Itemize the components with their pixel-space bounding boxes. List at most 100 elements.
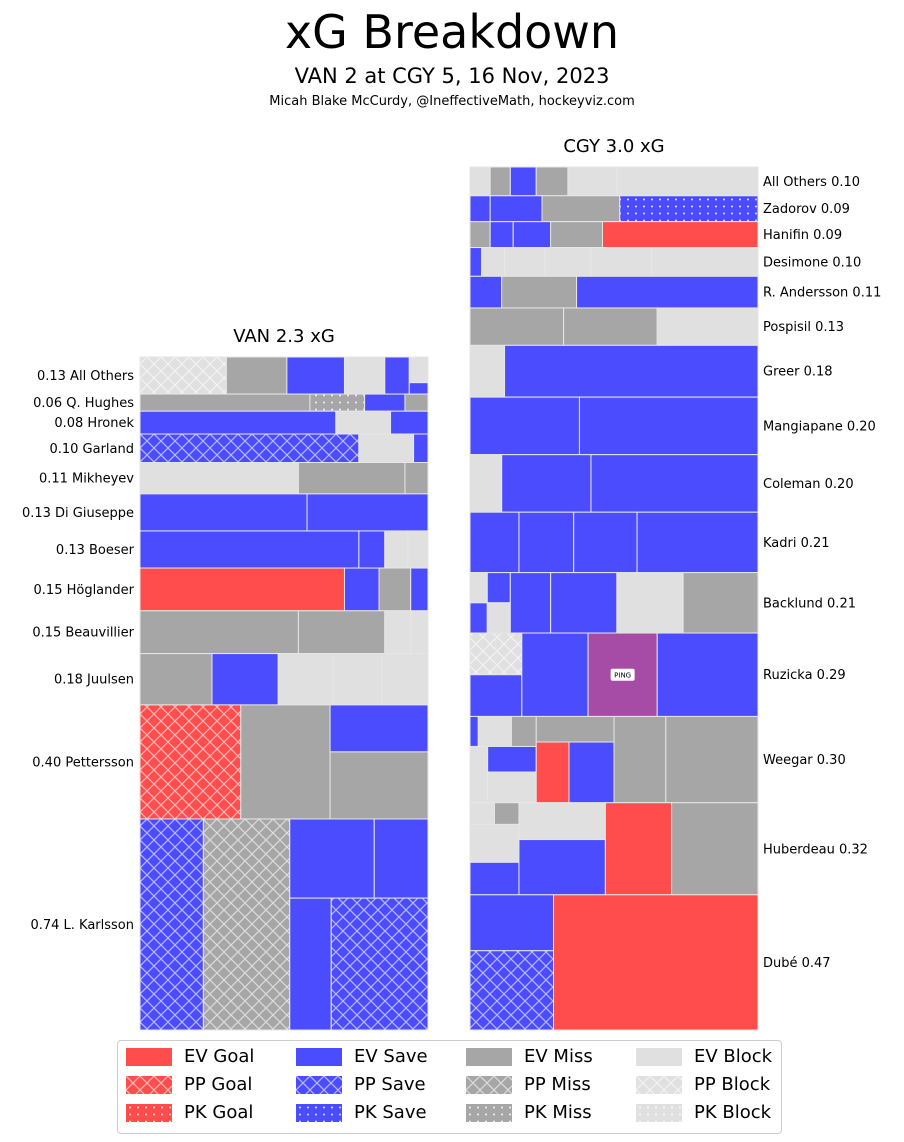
shot-block-ev-miss bbox=[671, 802, 759, 896]
shot-block-ev-block bbox=[343, 356, 386, 395]
shot-block-ev-miss bbox=[501, 275, 578, 309]
shot-block-ev-save bbox=[139, 530, 360, 569]
shot-block-ev-save bbox=[573, 511, 638, 574]
shot-block-ev-save bbox=[636, 511, 759, 574]
legend-label: EV Miss bbox=[524, 1046, 593, 1067]
legend-swatch bbox=[126, 1104, 172, 1122]
shot-block-ev-block bbox=[358, 433, 415, 464]
shot-block-ev-block bbox=[408, 356, 429, 384]
player-row bbox=[469, 454, 759, 513]
shot-block-ev-save bbox=[550, 572, 618, 634]
shot-block-ev-save bbox=[289, 897, 332, 1031]
shot-block-ev-block bbox=[410, 610, 429, 655]
shot-block-ev-save bbox=[576, 275, 759, 309]
shot-block-ev-save bbox=[486, 572, 511, 604]
shot-block-ev-save bbox=[469, 715, 479, 747]
player-row bbox=[139, 610, 429, 655]
shot-block-ev-block bbox=[616, 166, 759, 197]
shot-block-ev-goal bbox=[553, 894, 759, 1031]
shot-block-ev-miss bbox=[563, 307, 658, 346]
legend-label: PP Miss bbox=[524, 1074, 591, 1095]
shot-block-ev-save bbox=[512, 221, 552, 249]
player-label: 0.13 Boeser bbox=[56, 543, 135, 558]
legend-swatch bbox=[466, 1076, 512, 1094]
player-label: 0.40 Pettersson bbox=[32, 755, 134, 770]
shot-block-ev-save bbox=[408, 382, 429, 395]
player-row bbox=[469, 195, 759, 223]
shot-block-ev-miss bbox=[541, 195, 621, 223]
player-row bbox=[469, 396, 759, 456]
legend-swatch bbox=[296, 1104, 342, 1122]
shot-block-pp-save bbox=[139, 818, 204, 1031]
player-label: Ruzicka 0.29 bbox=[763, 668, 846, 683]
shot-block-ev-block bbox=[332, 653, 383, 706]
shot-block-ev-save bbox=[489, 221, 514, 249]
shot-block-ev-block bbox=[481, 247, 506, 277]
shot-block-ev-miss bbox=[535, 715, 615, 743]
legend-label: EV Save bbox=[354, 1046, 428, 1067]
legend-item: EV Save bbox=[296, 1044, 428, 1070]
shot-block-ev-save bbox=[364, 393, 406, 412]
shot-block-ev-block bbox=[407, 530, 429, 569]
shot-block-pp-save bbox=[139, 433, 360, 464]
shot-block-ev-save bbox=[343, 567, 380, 612]
shot-block-ev-miss bbox=[139, 653, 213, 706]
cgy-panel-title: CGY 3.0 xG bbox=[563, 136, 665, 157]
shot-block-ev-miss bbox=[493, 802, 520, 825]
player-label: Coleman 0.20 bbox=[763, 477, 854, 492]
player-row bbox=[469, 511, 759, 574]
shot-block-ev-block bbox=[486, 602, 511, 634]
shot-block-ev-save bbox=[489, 195, 543, 223]
shot-block-ev-block bbox=[469, 745, 489, 804]
shot-block-ev-block bbox=[504, 247, 546, 277]
legend-swatch bbox=[126, 1048, 172, 1066]
legend-swatch bbox=[466, 1104, 512, 1122]
shot-block-ev-block bbox=[650, 247, 759, 277]
shot-block-ev-save bbox=[518, 839, 606, 896]
shot-block-ev-block bbox=[616, 572, 684, 634]
shot-block-pp-save bbox=[469, 950, 555, 1031]
shot-block-ev-save bbox=[469, 396, 580, 456]
legend-label: PP Goal bbox=[184, 1074, 253, 1095]
shot-block-ev-block bbox=[590, 247, 652, 277]
player-row bbox=[139, 410, 429, 435]
player-label: All Others 0.10 bbox=[763, 175, 860, 190]
shot-block-ev-save bbox=[487, 745, 537, 773]
chart-title: xG Breakdown bbox=[284, 5, 620, 59]
shot-block-ev-save bbox=[139, 410, 337, 435]
player-row bbox=[469, 344, 759, 398]
shot-block-ev-save bbox=[568, 741, 615, 804]
shot-block-ev-save bbox=[358, 530, 386, 569]
player-row bbox=[469, 247, 759, 277]
shot-block-ev-save bbox=[656, 632, 759, 717]
shot-block-ev-block bbox=[518, 802, 606, 841]
shot-block-ev-block bbox=[487, 771, 537, 804]
shot-block-ev-block bbox=[469, 823, 520, 863]
player-row bbox=[469, 572, 759, 634]
player-row bbox=[139, 433, 429, 464]
shot-block-ev-save bbox=[509, 166, 537, 197]
player-label: 0.13 All Others bbox=[37, 369, 134, 384]
team-treemap-cgy: All Others 0.10 Zadorov 0.09 Hanifin 0.09 D… bbox=[469, 166, 881, 1031]
legend-swatch bbox=[466, 1048, 512, 1066]
shot-block-ev-goal bbox=[604, 802, 673, 896]
shot-block-pp-miss bbox=[202, 818, 291, 1031]
player-label: Kadri 0.21 bbox=[763, 536, 830, 551]
shot-block-ev-block bbox=[139, 462, 299, 495]
player-label: 0.08 Hronek bbox=[54, 416, 134, 431]
shot-block-ev-save bbox=[211, 653, 279, 706]
player-row bbox=[139, 356, 429, 395]
shot-block-ev-save bbox=[590, 454, 759, 513]
shot-block-ev-save bbox=[286, 356, 345, 395]
annotation-badge bbox=[610, 668, 635, 681]
player-row: PING bbox=[469, 632, 759, 717]
legend-label: EV Goal bbox=[184, 1046, 255, 1067]
shot-block-pp-block bbox=[495, 632, 523, 676]
legend-item: PP Miss bbox=[466, 1072, 591, 1098]
player-row bbox=[469, 894, 759, 1031]
legend-item: PK Block bbox=[636, 1100, 771, 1126]
player-row bbox=[139, 567, 429, 612]
legend-item: PK Save bbox=[296, 1100, 427, 1126]
legend-item: EV Goal bbox=[126, 1044, 254, 1070]
legend-item: EV Miss bbox=[466, 1044, 593, 1070]
